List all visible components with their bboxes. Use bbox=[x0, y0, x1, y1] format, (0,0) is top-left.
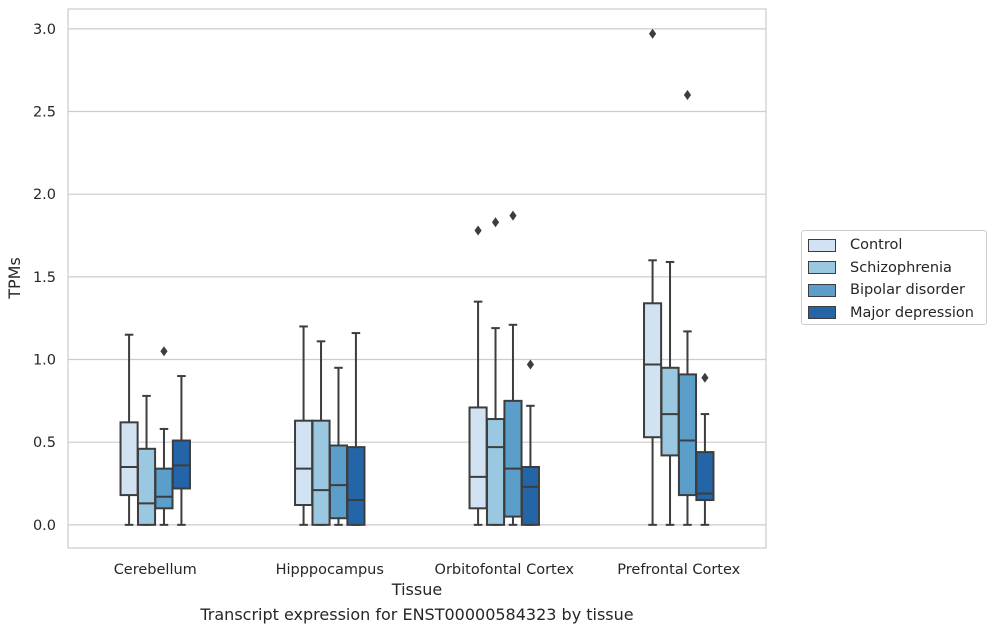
legend-swatch-schizophrenia bbox=[808, 261, 836, 274]
box-schizophrenia-prefrontal-cortex bbox=[660, 260, 680, 526]
box-iqr bbox=[328, 444, 349, 520]
y-tick-label: 0.0 bbox=[33, 518, 56, 534]
box-major-depression-prefrontal-cortex bbox=[695, 372, 715, 526]
outlier-point bbox=[648, 28, 657, 39]
legend: Control Schizophrenia Bipolar disorder M… bbox=[801, 230, 987, 325]
x-axis-label: Tissue bbox=[391, 580, 442, 599]
y-tick-label: 2.5 bbox=[33, 105, 56, 121]
box-major-depression-orbitofontal-cortex bbox=[520, 359, 540, 526]
box-iqr bbox=[520, 465, 540, 526]
x-tick-label: Hipppocampus bbox=[276, 562, 384, 578]
box-iqr bbox=[154, 467, 174, 510]
box-schizophrenia-cerebellum bbox=[136, 394, 157, 526]
box-groups bbox=[119, 28, 715, 526]
legend-item-major-depression: Major depression bbox=[808, 305, 974, 321]
x-tick-labels: Cerebellum Hipppocampus Orbitofontal Corte… bbox=[114, 562, 741, 578]
legend-swatch-bipolar-disorder bbox=[808, 283, 836, 297]
box-iqr bbox=[468, 406, 488, 510]
box-iqr bbox=[119, 421, 139, 497]
box-bipolar-disorder-orbitofontal-cortex bbox=[503, 210, 523, 526]
box-iqr bbox=[695, 451, 715, 502]
box-iqr bbox=[311, 419, 331, 526]
x-tick-label: Cerebellum bbox=[114, 562, 197, 578]
legend-item-control: Control bbox=[808, 237, 902, 253]
legend-swatch-control bbox=[808, 238, 836, 252]
legend-label: Schizophrenia bbox=[850, 259, 952, 276]
box-iqr bbox=[294, 419, 314, 507]
legend-swatch-major-depression bbox=[808, 306, 836, 319]
outlier-point bbox=[526, 359, 535, 370]
box-control-orbitofontal-cortex bbox=[468, 225, 488, 526]
box-major-depression-cerebellum bbox=[171, 375, 191, 526]
box-bipolar-disorder-cerebellum bbox=[154, 346, 174, 526]
box-bipolar-disorder-prefrontal-cortex bbox=[677, 89, 698, 526]
legend-label: Control bbox=[850, 237, 903, 253]
box-iqr bbox=[643, 302, 663, 439]
outlier-point bbox=[509, 210, 517, 221]
y-tick-label: 1.0 bbox=[33, 353, 56, 369]
box-major-depression-hipppocampus bbox=[346, 332, 366, 526]
box-iqr bbox=[503, 399, 523, 518]
x-tick-label: Orbitofontal Cortex bbox=[435, 562, 575, 578]
y-tick-label: 0.5 bbox=[33, 435, 56, 451]
outlier-point bbox=[701, 372, 709, 383]
box-control-hipppocampus bbox=[294, 325, 314, 526]
x-tick-label: Prefrontal Cortex bbox=[617, 562, 740, 578]
figure-caption: Transcript expression for ENST0000058432… bbox=[200, 605, 634, 624]
box-iqr bbox=[660, 366, 680, 457]
legend-item-schizophrenia: Schizophrenia bbox=[808, 260, 952, 276]
box-schizophrenia-hipppocampus bbox=[311, 340, 331, 526]
box-iqr bbox=[485, 418, 506, 526]
outlier-point bbox=[474, 225, 482, 236]
y-tick-label: 3.0 bbox=[33, 22, 56, 38]
outlier-point bbox=[683, 89, 692, 100]
box-iqr bbox=[346, 446, 366, 526]
box-iqr bbox=[677, 373, 698, 497]
outlier-point bbox=[160, 346, 168, 357]
legend-label: Major depression bbox=[850, 304, 974, 321]
plot-frame bbox=[67, 8, 767, 549]
outlier-point bbox=[491, 217, 500, 228]
box-iqr bbox=[136, 447, 157, 526]
box-bipolar-disorder-hipppocampus bbox=[328, 366, 349, 526]
box-control-prefrontal-cortex bbox=[643, 28, 663, 526]
box-schizophrenia-orbitofontal-cortex bbox=[485, 217, 506, 526]
y-tick-label: 1.5 bbox=[33, 270, 56, 286]
legend-label: Bipolar disorder bbox=[850, 282, 965, 298]
box-control-cerebellum bbox=[119, 333, 139, 526]
y-tick-labels: 0.0 0.5 1.0 1.5 2.0 2.5 3.0 bbox=[33, 22, 56, 534]
legend-item-bipolar-disorder: Bipolar disorder bbox=[808, 282, 965, 298]
y-axis-label: TPMs bbox=[5, 257, 24, 300]
y-tick-label: 2.0 bbox=[33, 187, 56, 203]
